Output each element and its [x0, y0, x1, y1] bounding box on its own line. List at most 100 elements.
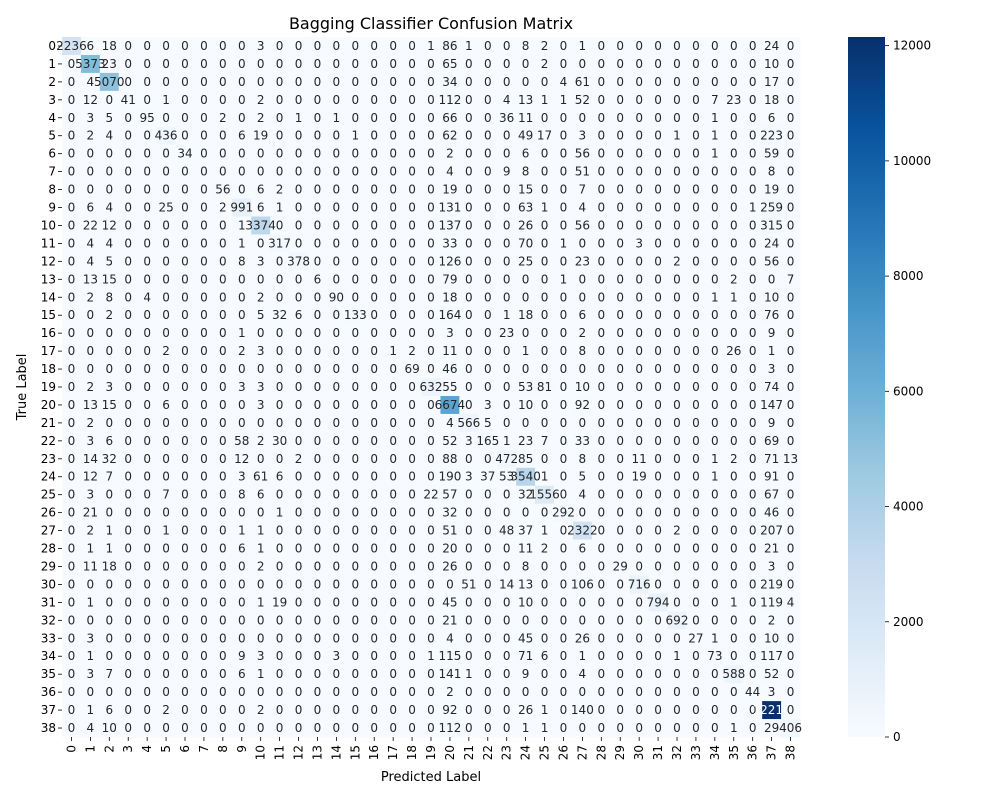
heatmap-cell [629, 234, 650, 253]
heatmap-cell [667, 72, 687, 92]
heatmap-cell [232, 611, 252, 630]
heatmap-cell-value: 0 [560, 344, 568, 358]
heatmap-cell-value: 0 [692, 147, 700, 161]
heatmap-cell [402, 144, 422, 164]
heatmap-cell-value: 0 [408, 542, 416, 556]
heatmap-cell-value: 0 [408, 308, 416, 322]
heatmap-cell-value: 0 [68, 721, 76, 735]
heatmap-cell-value: 2 [105, 308, 113, 322]
heatmap-cell [80, 360, 101, 379]
heatmap-cell [270, 306, 290, 325]
heatmap-cell-value: 0 [181, 524, 189, 538]
heatmap-cell [270, 342, 290, 361]
colorbar [848, 37, 885, 737]
heatmap-cell [62, 539, 82, 558]
heatmap-cell-value: 0 [597, 398, 605, 412]
heatmap-cell [326, 126, 347, 146]
heatmap-cell-value: 0 [654, 380, 662, 394]
heatmap-cell-value: 0 [635, 380, 643, 394]
heatmap-cell-value: 0 [219, 218, 227, 232]
heatmap-cell [572, 539, 593, 558]
heatmap-cell-value: 0 [673, 398, 681, 412]
heatmap-cell [308, 593, 328, 612]
heatmap-cell-value: 0 [654, 434, 662, 448]
heatmap-cell [516, 54, 536, 74]
y-tick-label: 14 [41, 290, 56, 304]
heatmap-cell [289, 324, 309, 343]
heatmap-cell [289, 144, 309, 164]
heatmap-cell [308, 449, 328, 469]
heatmap-cell [270, 108, 290, 128]
y-tick-label: 24 [41, 470, 56, 484]
heatmap-cell [440, 72, 460, 92]
heatmap-cell [497, 521, 517, 540]
heatmap-cell [99, 521, 120, 540]
heatmap-cell [402, 360, 422, 379]
heatmap-cell [724, 126, 744, 146]
heatmap-cell-value: 0 [143, 57, 151, 71]
heatmap-cell [80, 37, 101, 56]
heatmap-cell-value: 0 [560, 470, 568, 484]
heatmap-cell-value: 0 [105, 685, 113, 699]
heatmap-cell-value: 0 [124, 236, 132, 250]
heatmap-cell [459, 431, 479, 451]
heatmap-cell-value: 0 [238, 75, 246, 89]
heatmap-cell [554, 90, 574, 110]
heatmap-cell-value: 8 [579, 452, 587, 466]
heatmap-cell-value: 0 [654, 236, 662, 250]
heatmap-cell [308, 395, 328, 415]
heatmap-cell [80, 629, 101, 648]
heatmap-cell [99, 216, 120, 235]
heatmap-cell-value: 0 [295, 398, 303, 412]
heatmap-cell-value: 0 [314, 613, 322, 627]
heatmap-cell-value: 0 [351, 111, 359, 125]
heatmap-cell-value: 0 [730, 183, 738, 197]
heatmap-cell-value: 0 [465, 649, 473, 663]
heatmap-cell [478, 180, 498, 199]
heatmap-cell-value: 0 [654, 362, 662, 376]
heatmap-cell-value: 0 [522, 506, 530, 520]
heatmap-cell-value: 0 [749, 613, 757, 627]
heatmap-cell-value: 3 [635, 236, 643, 250]
heatmap-cell [648, 413, 668, 433]
heatmap-cell-value: 0 [711, 434, 719, 448]
heatmap-cell-value: 0 [730, 398, 738, 412]
heatmap-cell-value: 2 [408, 344, 416, 358]
heatmap-cell [308, 270, 328, 289]
heatmap-cell [610, 37, 631, 56]
heatmap-cell-value: 0 [124, 183, 132, 197]
heatmap-cell-value: 0 [616, 183, 624, 197]
heatmap-cell [326, 324, 347, 343]
heatmap-cell-value: 0 [105, 613, 113, 627]
heatmap-cell-value: 0 [314, 488, 322, 502]
heatmap-cell [175, 144, 195, 164]
heatmap-cell [478, 54, 498, 74]
heatmap-cell-value: 0 [389, 183, 397, 197]
heatmap-cell-value: 0 [370, 559, 378, 573]
heatmap-cell-value: 0 [616, 542, 624, 556]
heatmap-cell-value: 0 [711, 380, 719, 394]
heatmap-cell-value: 1556 [529, 488, 560, 502]
heatmap-cell-value: 27 [688, 631, 703, 645]
heatmap-cell [137, 449, 158, 469]
heatmap-cell [535, 539, 555, 558]
heatmap-cell [421, 270, 441, 289]
y-tick-label: 1 [48, 57, 56, 71]
y-tick-label: 33 [41, 631, 56, 645]
heatmap-cell-value: 0 [389, 398, 397, 412]
heatmap-cell-value: 0 [597, 236, 605, 250]
heatmap-cell-value: 1 [711, 452, 719, 466]
x-tick-label: 7 [197, 745, 211, 753]
heatmap-cell [497, 575, 517, 594]
heatmap-cell [459, 539, 479, 558]
heatmap-cell [308, 324, 328, 343]
heatmap-cell [440, 234, 460, 253]
heatmap-cell-value: 6 [541, 649, 549, 663]
heatmap-cell [516, 108, 536, 128]
heatmap-cell-value: 0 [181, 57, 189, 71]
heatmap-cell-value: 0 [484, 308, 492, 322]
heatmap-cell [156, 467, 176, 487]
heatmap-cell [213, 270, 233, 289]
heatmap-cell-value: 0 [711, 667, 719, 681]
heatmap-cell-value: 0 [370, 524, 378, 538]
